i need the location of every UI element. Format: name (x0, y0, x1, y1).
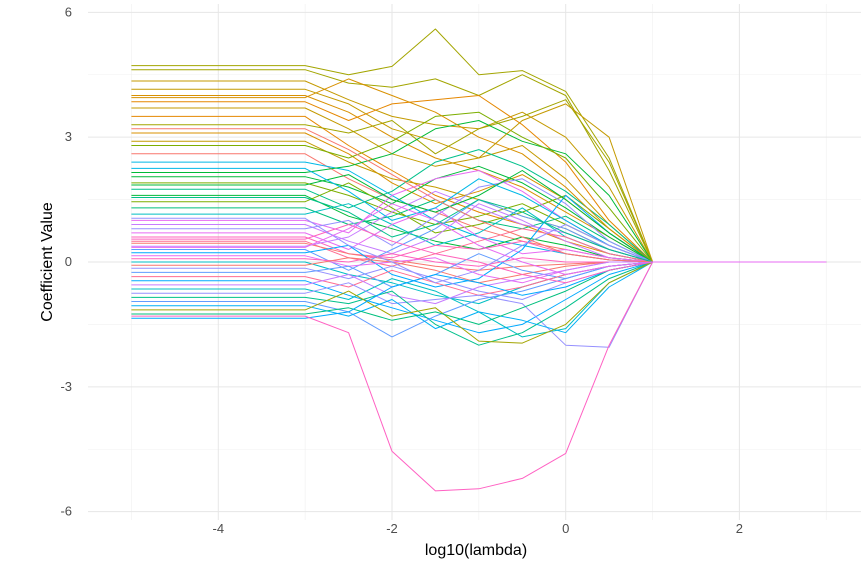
tick-labels: -4 -2 0 2 -6 -3 0 3 6 (60, 4, 743, 536)
x-tick-label: 2 (736, 521, 743, 536)
y-tick-label: 6 (65, 4, 72, 19)
y-tick-label: 0 (65, 254, 72, 269)
x-axis-title: log10(lambda) (425, 542, 527, 559)
y-tick-label: 3 (65, 129, 72, 144)
y-tick-label: -6 (60, 504, 72, 519)
y-tick-label: -3 (60, 379, 72, 394)
coefficient-path-line (131, 203, 827, 275)
x-tick-label: -4 (212, 521, 224, 536)
y-axis-title: Coefficient Value (39, 202, 56, 322)
x-tick-label: -2 (386, 521, 398, 536)
coefficient-paths (131, 28, 827, 492)
x-tick-label: 0 (562, 521, 569, 536)
